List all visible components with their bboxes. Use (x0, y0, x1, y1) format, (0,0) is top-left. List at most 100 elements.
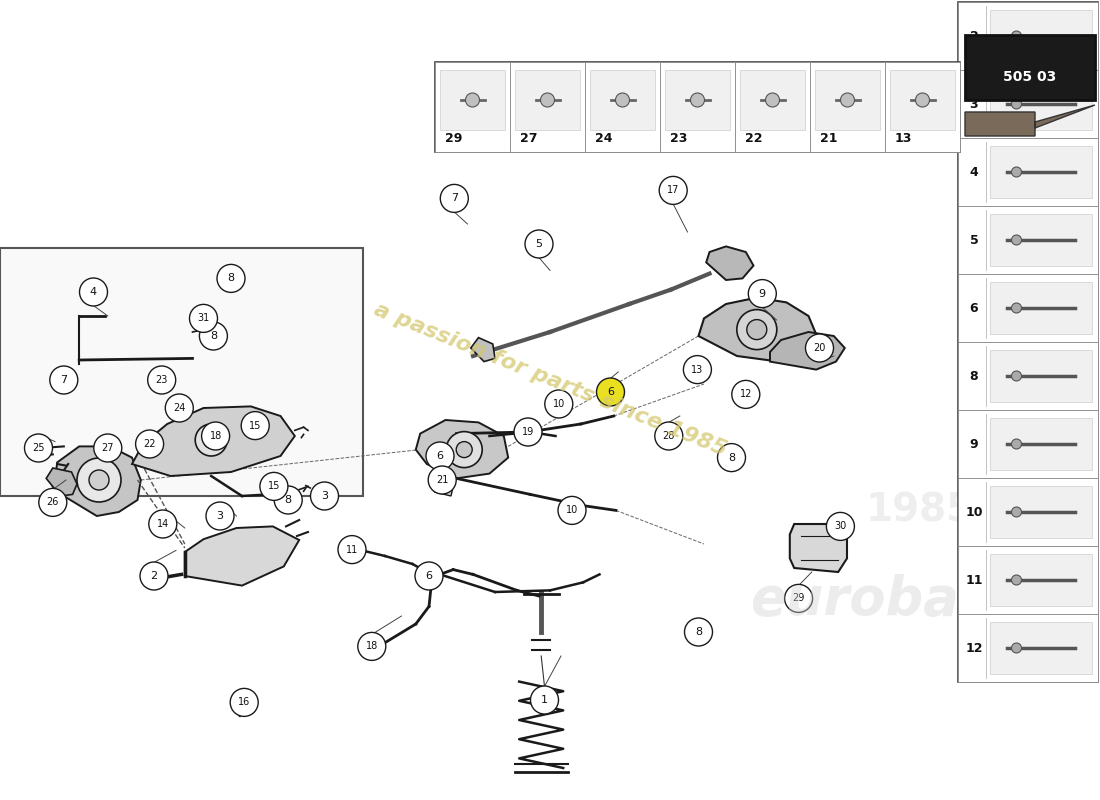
Circle shape (274, 486, 302, 514)
Text: 5: 5 (969, 234, 978, 246)
Text: 6: 6 (970, 302, 978, 314)
Circle shape (616, 93, 629, 107)
Circle shape (1012, 575, 1022, 585)
Circle shape (135, 430, 164, 458)
Circle shape (199, 322, 228, 350)
Bar (666, 70, 730, 130)
Text: 23: 23 (155, 375, 168, 385)
Text: 8: 8 (970, 370, 978, 382)
Circle shape (147, 366, 176, 394)
Text: 13: 13 (691, 365, 704, 374)
Circle shape (260, 472, 288, 501)
Bar (590, 70, 654, 130)
Bar (958, 478, 1098, 546)
Text: 13: 13 (895, 131, 912, 145)
Text: 16: 16 (238, 698, 251, 707)
Circle shape (358, 632, 386, 661)
Circle shape (530, 686, 559, 714)
Bar (958, 206, 1098, 274)
Text: 9: 9 (759, 289, 766, 298)
Text: 505 03: 505 03 (1003, 70, 1057, 84)
Circle shape (79, 278, 108, 306)
Text: 20: 20 (813, 343, 826, 353)
Circle shape (206, 502, 234, 530)
Bar (585, 62, 660, 152)
Circle shape (747, 319, 767, 339)
Circle shape (784, 584, 813, 613)
Circle shape (684, 618, 713, 646)
Text: 22: 22 (745, 131, 762, 145)
Bar (810, 62, 886, 152)
Text: 7: 7 (451, 194, 458, 203)
Bar (958, 2, 1098, 70)
Text: 29: 29 (792, 594, 805, 603)
Polygon shape (790, 524, 847, 572)
Text: 10: 10 (552, 399, 565, 409)
Circle shape (201, 422, 230, 450)
Circle shape (310, 482, 339, 510)
Circle shape (230, 688, 258, 717)
Bar (815, 70, 880, 130)
Text: 8: 8 (728, 453, 735, 462)
Polygon shape (132, 406, 295, 476)
Circle shape (737, 310, 777, 350)
Circle shape (217, 264, 245, 293)
Polygon shape (471, 338, 495, 362)
Polygon shape (434, 482, 453, 496)
Circle shape (654, 422, 683, 450)
Text: 9: 9 (970, 438, 978, 450)
Bar (965, 35, 1094, 100)
Circle shape (683, 355, 712, 383)
Circle shape (195, 424, 228, 456)
Polygon shape (185, 526, 299, 586)
Text: 10: 10 (565, 506, 579, 515)
Text: 12: 12 (966, 642, 982, 654)
Circle shape (465, 93, 480, 107)
Circle shape (1012, 507, 1022, 517)
Text: 23: 23 (670, 131, 688, 145)
Text: 25: 25 (32, 443, 45, 453)
Circle shape (525, 230, 553, 258)
Circle shape (241, 411, 270, 440)
Circle shape (77, 458, 121, 502)
Polygon shape (770, 332, 845, 370)
Circle shape (514, 418, 542, 446)
Bar (890, 70, 955, 130)
Bar (740, 70, 805, 130)
Bar (886, 62, 960, 152)
Bar (434, 62, 510, 152)
Bar (990, 146, 1092, 198)
Text: 3: 3 (321, 491, 328, 501)
Circle shape (717, 443, 746, 471)
Bar (958, 410, 1098, 478)
Text: 4: 4 (90, 287, 97, 297)
Circle shape (1012, 303, 1022, 313)
Polygon shape (55, 446, 141, 516)
Circle shape (428, 466, 456, 494)
Polygon shape (965, 105, 1094, 136)
Bar (990, 282, 1092, 334)
Text: 21: 21 (820, 131, 837, 145)
Circle shape (50, 366, 78, 394)
Text: 8: 8 (228, 274, 234, 283)
Circle shape (1012, 371, 1022, 381)
Text: 22: 22 (143, 439, 156, 449)
Bar (958, 546, 1098, 614)
Text: 1985: 1985 (866, 491, 975, 529)
Text: 2: 2 (151, 571, 157, 581)
Text: 24: 24 (595, 131, 613, 145)
Circle shape (805, 334, 834, 362)
Circle shape (456, 442, 472, 458)
Text: 24: 24 (173, 403, 186, 413)
Text: 19: 19 (521, 427, 535, 437)
Bar (990, 78, 1092, 130)
Circle shape (39, 488, 67, 517)
Circle shape (659, 176, 688, 204)
Bar (958, 70, 1098, 138)
Text: 31: 31 (197, 314, 210, 323)
Text: 27: 27 (520, 131, 538, 145)
Text: 5: 5 (536, 239, 542, 249)
Text: 7: 7 (60, 375, 67, 385)
Bar (440, 70, 505, 130)
Polygon shape (698, 298, 816, 362)
